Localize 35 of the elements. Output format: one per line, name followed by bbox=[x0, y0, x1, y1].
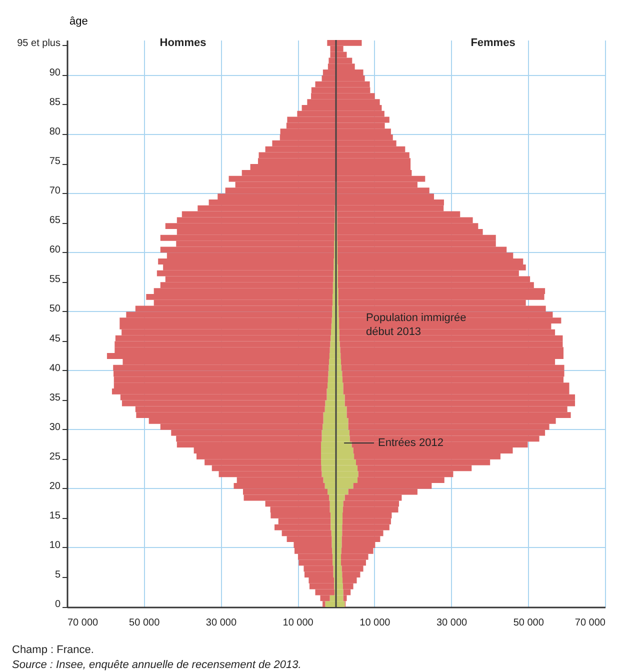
y-tick-label: 5 bbox=[54, 570, 61, 581]
y-tick-label: 60 bbox=[49, 244, 61, 256]
y-tick-label: 50 bbox=[49, 304, 61, 315]
y-tick-label: 75 bbox=[49, 156, 61, 168]
x-tick-label: 50 000 bbox=[513, 618, 544, 628]
y-tick-label: 65 bbox=[49, 215, 61, 226]
y-axis-title: âge bbox=[70, 16, 88, 28]
y-tick-label: 40 bbox=[49, 362, 61, 374]
annotation: Hommes bbox=[160, 37, 206, 49]
y-tick-label: 20 bbox=[49, 480, 61, 492]
x-tick-label: 10 000 bbox=[360, 618, 391, 628]
annotation: Entrées 2012 bbox=[378, 437, 444, 449]
y-tick-label: 10 bbox=[49, 540, 61, 551]
y-tick-label: 35 bbox=[49, 392, 61, 404]
y-tick-label: 85 bbox=[49, 97, 61, 108]
x-tick-label: 30 000 bbox=[436, 618, 468, 628]
x-tick-label: 50 000 bbox=[129, 618, 160, 628]
y-tick-label: 45 bbox=[49, 333, 61, 344]
y-tick-label: 80 bbox=[49, 126, 61, 138]
source-note: Source : Insee, enquête annuelle de recensement de 2013. bbox=[12, 659, 302, 671]
x-tick-label: 30 000 bbox=[206, 618, 237, 628]
x-tick-label: 70 000 bbox=[574, 618, 606, 628]
annotation: Population immigrée début 2013 bbox=[366, 312, 466, 338]
y-tick-label: 0 bbox=[54, 599, 61, 610]
x-tick-label: 70 000 bbox=[68, 618, 99, 628]
y-tick-label: 25 bbox=[49, 451, 61, 462]
y-tick-label: 55 bbox=[49, 274, 61, 286]
y-tick-label: 15 bbox=[49, 510, 61, 522]
y-tick-label: 30 bbox=[49, 422, 61, 433]
annotation: Femmes bbox=[470, 37, 516, 49]
text: Champ : France. bbox=[12, 644, 94, 656]
y-tick-label: 90 bbox=[49, 67, 61, 78]
y-tick-label: 95 et plus bbox=[17, 38, 60, 49]
x-tick-label: 10 000 bbox=[282, 618, 314, 628]
y-tick-label: 70 bbox=[49, 186, 61, 197]
